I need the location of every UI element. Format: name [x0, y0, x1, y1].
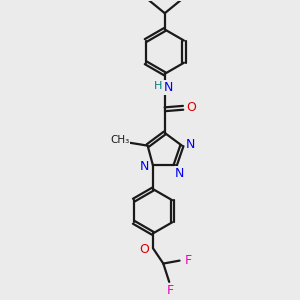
- Text: CH₃: CH₃: [110, 135, 130, 145]
- Text: N: N: [164, 81, 173, 94]
- Text: N: N: [185, 138, 195, 151]
- Text: O: O: [140, 243, 150, 256]
- Text: O: O: [186, 101, 196, 114]
- Text: H: H: [154, 81, 163, 91]
- Text: N: N: [140, 160, 149, 173]
- Text: N: N: [175, 167, 184, 180]
- Text: F: F: [184, 254, 191, 267]
- Text: F: F: [167, 284, 174, 297]
